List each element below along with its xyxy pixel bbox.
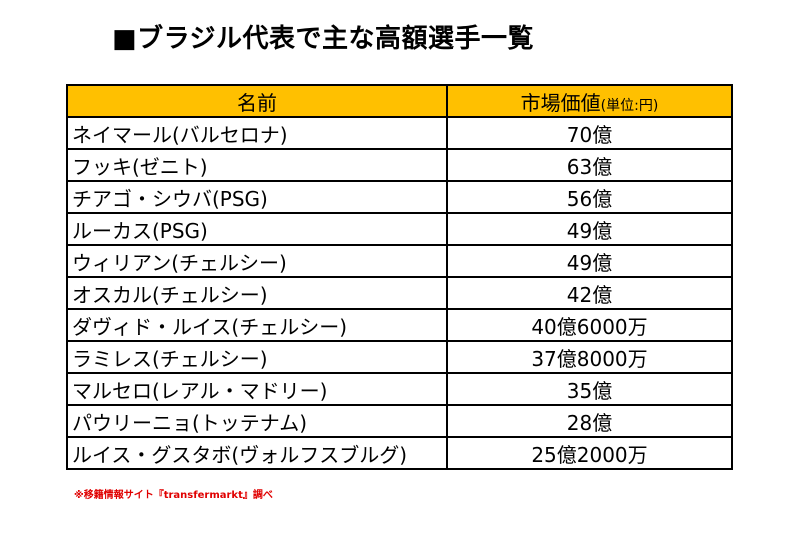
table-row: チアゴ・シウバ(PSG) 56億 [66, 180, 733, 214]
market-value: 40億6000万 [446, 308, 733, 342]
player-name: ネイマール(バルセロナ) [66, 116, 448, 150]
page-title: ■ブラジル代表で主な高額選手一覧 [112, 24, 535, 54]
column-header-name: 名前 [66, 84, 448, 118]
table-row: フッキ(ゼニト) 63億 [66, 148, 733, 182]
player-name: ダヴィド・ルイス(チェルシー) [66, 308, 448, 342]
player-name: ウィリアン(チェルシー) [66, 244, 448, 278]
market-value: 56億 [446, 180, 733, 214]
market-value: 37億8000万 [446, 340, 733, 374]
market-value: 49億 [446, 212, 733, 246]
table-row: ルイス・グスタボ(ヴォルフスブルグ) 25億2000万 [66, 436, 733, 470]
column-header-value: 市場価値(単位:円) [446, 84, 733, 118]
table-row: オスカル(チェルシー) 42億 [66, 276, 733, 310]
table-row: ダヴィド・ルイス(チェルシー) 40億6000万 [66, 308, 733, 342]
column-header-unit: (単位:円) [600, 97, 659, 114]
source-footnote: ※移籍情報サイト『transfermarkt』調べ [74, 490, 273, 501]
market-value: 49億 [446, 244, 733, 278]
player-name: チアゴ・シウバ(PSG) [66, 180, 448, 214]
player-name: ルーカス(PSG) [66, 212, 448, 246]
market-value: 42億 [446, 276, 733, 310]
table-row: パウリーニョ(トッテナム) 28億 [66, 404, 733, 438]
market-value: 35億 [446, 372, 733, 406]
market-value: 25億2000万 [446, 436, 733, 470]
market-value: 70億 [446, 116, 733, 150]
player-name: ラミレス(チェルシー) [66, 340, 448, 374]
table-row: ウィリアン(チェルシー) 49億 [66, 244, 733, 278]
table-row: ラミレス(チェルシー) 37億8000万 [66, 340, 733, 374]
table-row: ルーカス(PSG) 49億 [66, 212, 733, 246]
table-row: マルセロ(レアル・マドリー) 35億 [66, 372, 733, 406]
market-value: 28億 [446, 404, 733, 438]
player-value-table: 名前 市場価値(単位:円) ネイマール(バルセロナ) 70億 フッキ(ゼニト) 63… [66, 84, 733, 470]
player-name: マルセロ(レアル・マドリー) [66, 372, 448, 406]
table-row: ネイマール(バルセロナ) 70億 [66, 116, 733, 150]
table-header-row: 名前 市場価値(単位:円) [66, 84, 733, 118]
player-name: オスカル(チェルシー) [66, 276, 448, 310]
market-value: 63億 [446, 148, 733, 182]
player-name: パウリーニョ(トッテナム) [66, 404, 448, 438]
player-name: ルイス・グスタボ(ヴォルフスブルグ) [66, 436, 448, 470]
player-name: フッキ(ゼニト) [66, 148, 448, 182]
column-header-value-label: 市場価値 [520, 90, 601, 115]
